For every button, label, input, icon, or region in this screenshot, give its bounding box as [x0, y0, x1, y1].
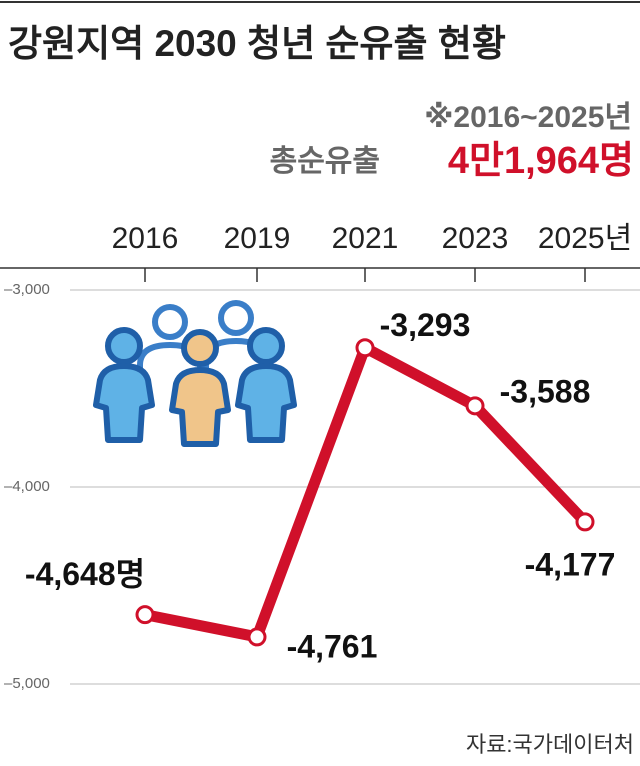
x-tick-label: 2023 — [442, 222, 509, 255]
source: 자료:국가데이터처 — [466, 732, 634, 757]
point — [135, 605, 155, 625]
people-icon — [93, 300, 297, 447]
x-tick-label: 2019 — [224, 222, 291, 255]
x-tick-label: 2016 — [112, 222, 179, 255]
point — [575, 512, 595, 532]
subtitle: ※2016~2025년 — [424, 101, 632, 134]
chart-title: 강원지역 2030 청년 순유출 현황 — [8, 23, 506, 64]
x-tick-label: 2025년 — [538, 222, 632, 255]
data-label: -4,761 — [287, 628, 378, 664]
x-tick-label: 2021 — [332, 222, 399, 255]
data-label: -3,293 — [380, 307, 471, 343]
y-tick-label: –4,000 — [4, 478, 50, 495]
annotation-value: 4만1,964명 — [448, 140, 634, 182]
annotation-label: 총순유출 — [270, 145, 380, 178]
point — [355, 338, 375, 358]
y-tick-label: –5,000 — [4, 675, 50, 692]
data-label: -4,648명 — [25, 556, 145, 592]
data-label: -4,177 — [525, 546, 616, 582]
point — [247, 627, 267, 647]
y-tick-label: –3,000 — [4, 281, 50, 298]
data-label: -3,588 — [500, 373, 591, 409]
point — [465, 396, 485, 416]
